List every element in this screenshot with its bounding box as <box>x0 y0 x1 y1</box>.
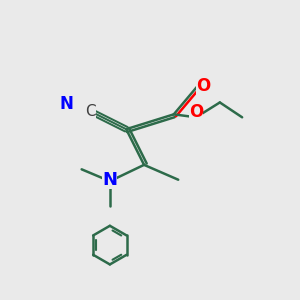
Text: N: N <box>102 171 117 189</box>
Text: O: O <box>196 77 210 95</box>
Text: N: N <box>60 95 74 113</box>
Text: C: C <box>85 104 96 119</box>
Text: O: O <box>189 103 203 121</box>
